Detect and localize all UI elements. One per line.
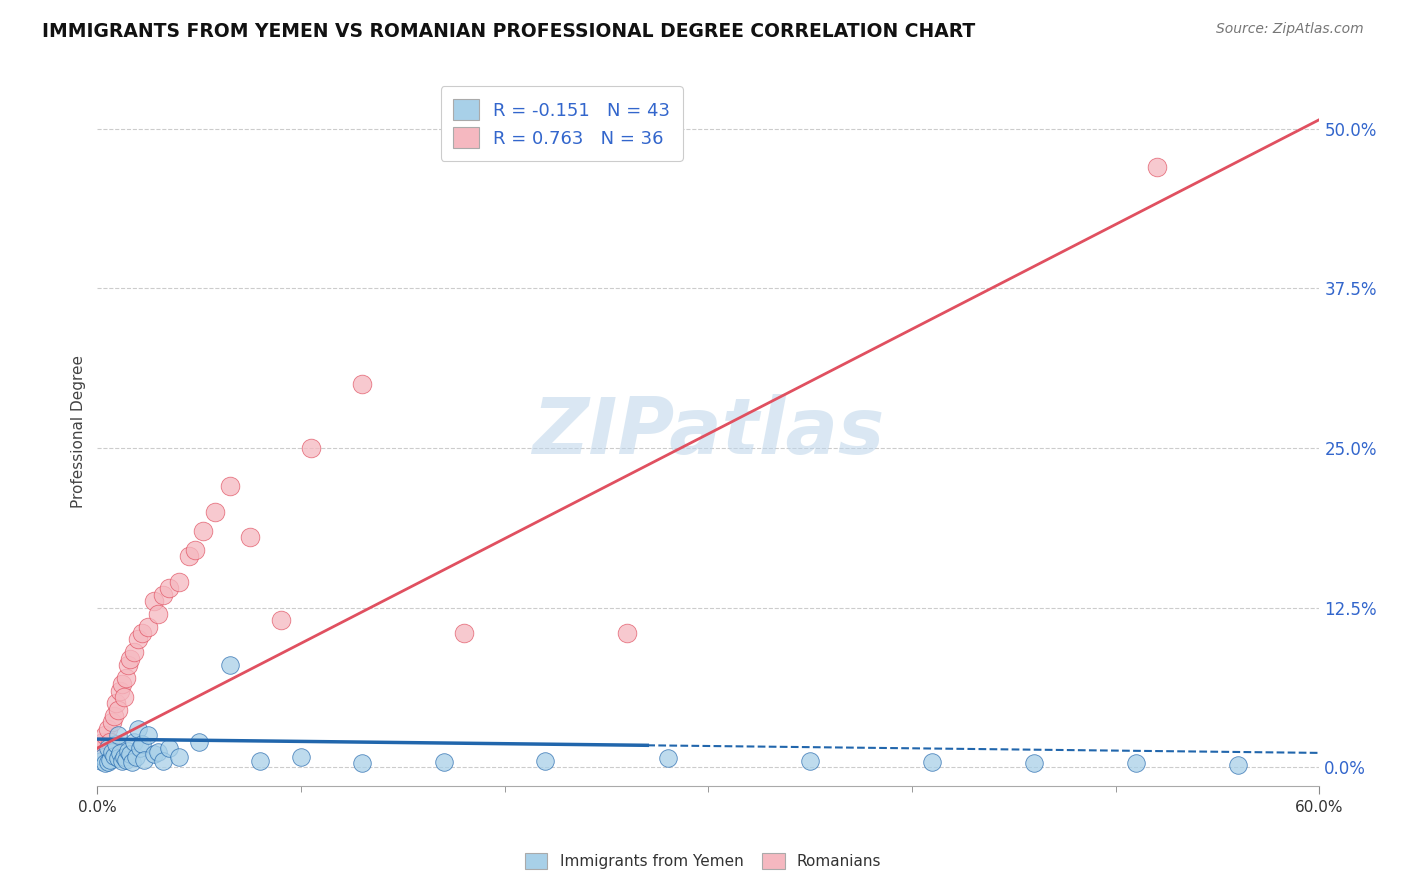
Point (104, 737, 127, 751)
Point (239, 530, 262, 544)
Point (122, 734, 145, 748)
Point (290, 750, 312, 764)
Point (93, 750, 115, 764)
Point (98, 753, 121, 767)
Point (453, 626, 475, 640)
Point (157, 582, 180, 596)
Point (1125, 756, 1147, 771)
Y-axis label: Professional Degree: Professional Degree (72, 355, 86, 508)
Point (94, 728, 117, 742)
Point (103, 709, 125, 723)
Point (117, 743, 139, 757)
Point (111, 677, 134, 691)
Point (111, 754, 134, 768)
Point (799, 754, 821, 768)
Point (188, 734, 211, 748)
Point (107, 751, 129, 765)
Point (98, 734, 121, 748)
Point (96, 741, 118, 756)
Point (184, 543, 207, 558)
Point (107, 703, 129, 717)
Point (152, 588, 174, 602)
Point (115, 671, 138, 685)
Point (152, 754, 174, 768)
Point (148, 745, 170, 759)
Point (270, 613, 292, 627)
Point (204, 505, 226, 519)
Point (112, 690, 135, 704)
Point (127, 632, 149, 647)
Point (1146, 160, 1168, 174)
Point (112, 750, 135, 764)
Point (134, 753, 156, 767)
Point (131, 737, 153, 751)
Point (122, 645, 145, 659)
Point (177, 549, 200, 564)
Point (299, 441, 322, 455)
Point (921, 755, 943, 769)
Point (90, 754, 112, 768)
Point (136, 620, 159, 634)
Legend: R = -0.151   N = 43, R = 0.763   N = 36: R = -0.151 N = 43, R = 0.763 N = 36 (440, 87, 683, 161)
Point (657, 751, 679, 765)
Point (104, 696, 127, 710)
Point (148, 607, 170, 621)
Point (157, 741, 180, 756)
Point (90, 741, 112, 756)
Legend: Immigrants from Yemen, Romanians: Immigrants from Yemen, Romanians (519, 847, 887, 875)
Point (249, 754, 271, 768)
Point (433, 755, 456, 769)
Point (1226, 757, 1249, 772)
Point (103, 748, 125, 763)
Text: IMMIGRANTS FROM YEMEN VS ROMANIAN PROFESSIONAL DEGREE CORRELATION CHART: IMMIGRANTS FROM YEMEN VS ROMANIAN PROFES… (42, 22, 976, 41)
Point (100, 745, 122, 759)
Point (125, 750, 148, 764)
Point (167, 750, 190, 764)
Point (118, 747, 141, 762)
Point (100, 715, 122, 730)
Point (218, 658, 240, 673)
Point (167, 574, 190, 589)
Point (534, 754, 557, 768)
Point (136, 728, 159, 742)
Point (108, 683, 131, 698)
Point (218, 479, 240, 493)
Point (107, 728, 129, 742)
Point (117, 658, 139, 673)
Point (115, 753, 138, 767)
Point (352, 376, 374, 391)
Point (121, 755, 143, 769)
Point (127, 722, 149, 736)
Point (352, 756, 374, 771)
Point (193, 524, 215, 538)
Text: ZIPatlas: ZIPatlas (533, 394, 884, 470)
Point (96, 722, 118, 736)
Point (143, 594, 166, 608)
Point (131, 626, 153, 640)
Point (1024, 756, 1046, 771)
Point (616, 626, 638, 640)
Point (129, 741, 152, 756)
Point (108, 746, 131, 760)
Point (118, 651, 141, 665)
Point (143, 747, 166, 762)
Point (94, 756, 117, 771)
Text: Source: ZipAtlas.com: Source: ZipAtlas.com (1216, 22, 1364, 37)
Point (93, 734, 115, 748)
Point (96, 755, 118, 769)
